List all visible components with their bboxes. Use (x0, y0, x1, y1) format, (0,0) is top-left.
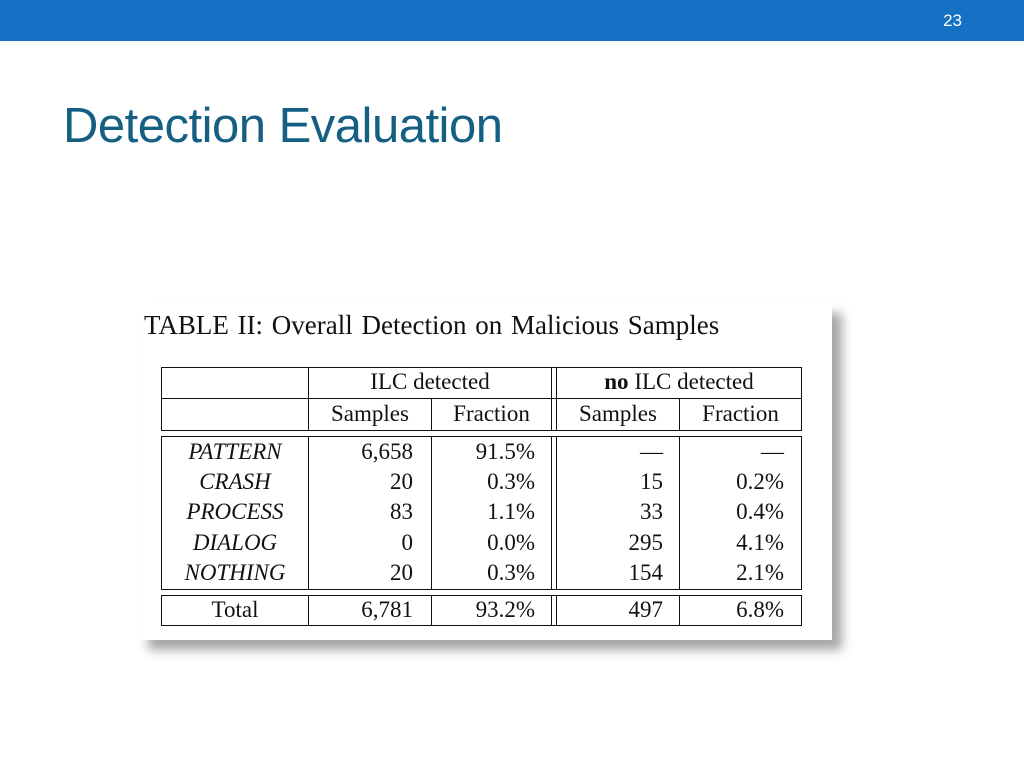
ilc-samples-cell: 20 (390, 560, 413, 585)
ilc-fraction-cell: 0.0% (487, 530, 535, 555)
noilc-fraction-cell: 2.1% (736, 560, 784, 585)
group-header-no-ilc-rest: ILC detected (628, 369, 754, 394)
row-label: PATTERN (188, 439, 282, 464)
total-label: Total (211, 597, 259, 622)
table-figure: TABLE II: Overall Detection on Malicious… (138, 303, 832, 640)
row-label: CRASH (199, 469, 271, 494)
noilc-samples-cell: — (640, 439, 663, 464)
ilc-samples-cell: 20 (390, 469, 413, 494)
noilc-samples-cell: 295 (628, 530, 664, 555)
slide-number: 23 (943, 11, 962, 30)
slide-title: Detection Evaluation (63, 99, 503, 153)
row-label: PROCESS (186, 499, 284, 524)
row-label: DIALOG (192, 530, 278, 555)
group-header-no-ilc-bold: no (604, 369, 629, 394)
row-label: NOTHING (184, 560, 286, 585)
group-header-no-ilc: no ILC detected (557, 368, 801, 396)
group-header-ilc: ILC detected (370, 369, 490, 394)
subheader-ilc-samples: Samples (331, 401, 409, 426)
total-ilc-samples: 6,781 (361, 597, 413, 622)
noilc-fraction-cell: — (761, 439, 784, 464)
ilc-samples-cell: 83 (390, 499, 413, 524)
ilc-fraction-cell: 0.3% (487, 560, 535, 585)
slide-header-bar: 23 (0, 0, 1024, 41)
total-ilc-fraction: 93.2% (475, 597, 535, 622)
detection-table: ILC detected no ILC detected Samples Fra… (161, 367, 802, 626)
ilc-fraction-cell: 1.1% (487, 499, 535, 524)
noilc-samples-cell: 15 (640, 469, 663, 494)
ilc-fraction-cell: 91.5% (475, 439, 535, 464)
noilc-fraction-cell: 0.2% (736, 469, 784, 494)
noilc-samples-cell: 154 (628, 560, 664, 585)
table-caption: TABLE II: Overall Detection on Malicious… (144, 310, 720, 340)
ilc-samples-cell: 6,658 (361, 439, 413, 464)
noilc-samples-cell: 33 (640, 499, 663, 524)
total-noilc-samples: 497 (628, 597, 664, 622)
subheader-ilc-fraction: Fraction (453, 401, 530, 426)
noilc-fraction-cell: 4.1% (736, 530, 784, 555)
ilc-samples-cell: 0 (401, 530, 414, 555)
noilc-fraction-cell: 0.4% (736, 499, 784, 524)
subheader-noilc-samples: Samples (579, 401, 657, 426)
ilc-fraction-cell: 0.3% (487, 469, 535, 494)
subheader-noilc-fraction: Fraction (702, 401, 779, 426)
total-noilc-fraction: 6.8% (736, 597, 784, 622)
